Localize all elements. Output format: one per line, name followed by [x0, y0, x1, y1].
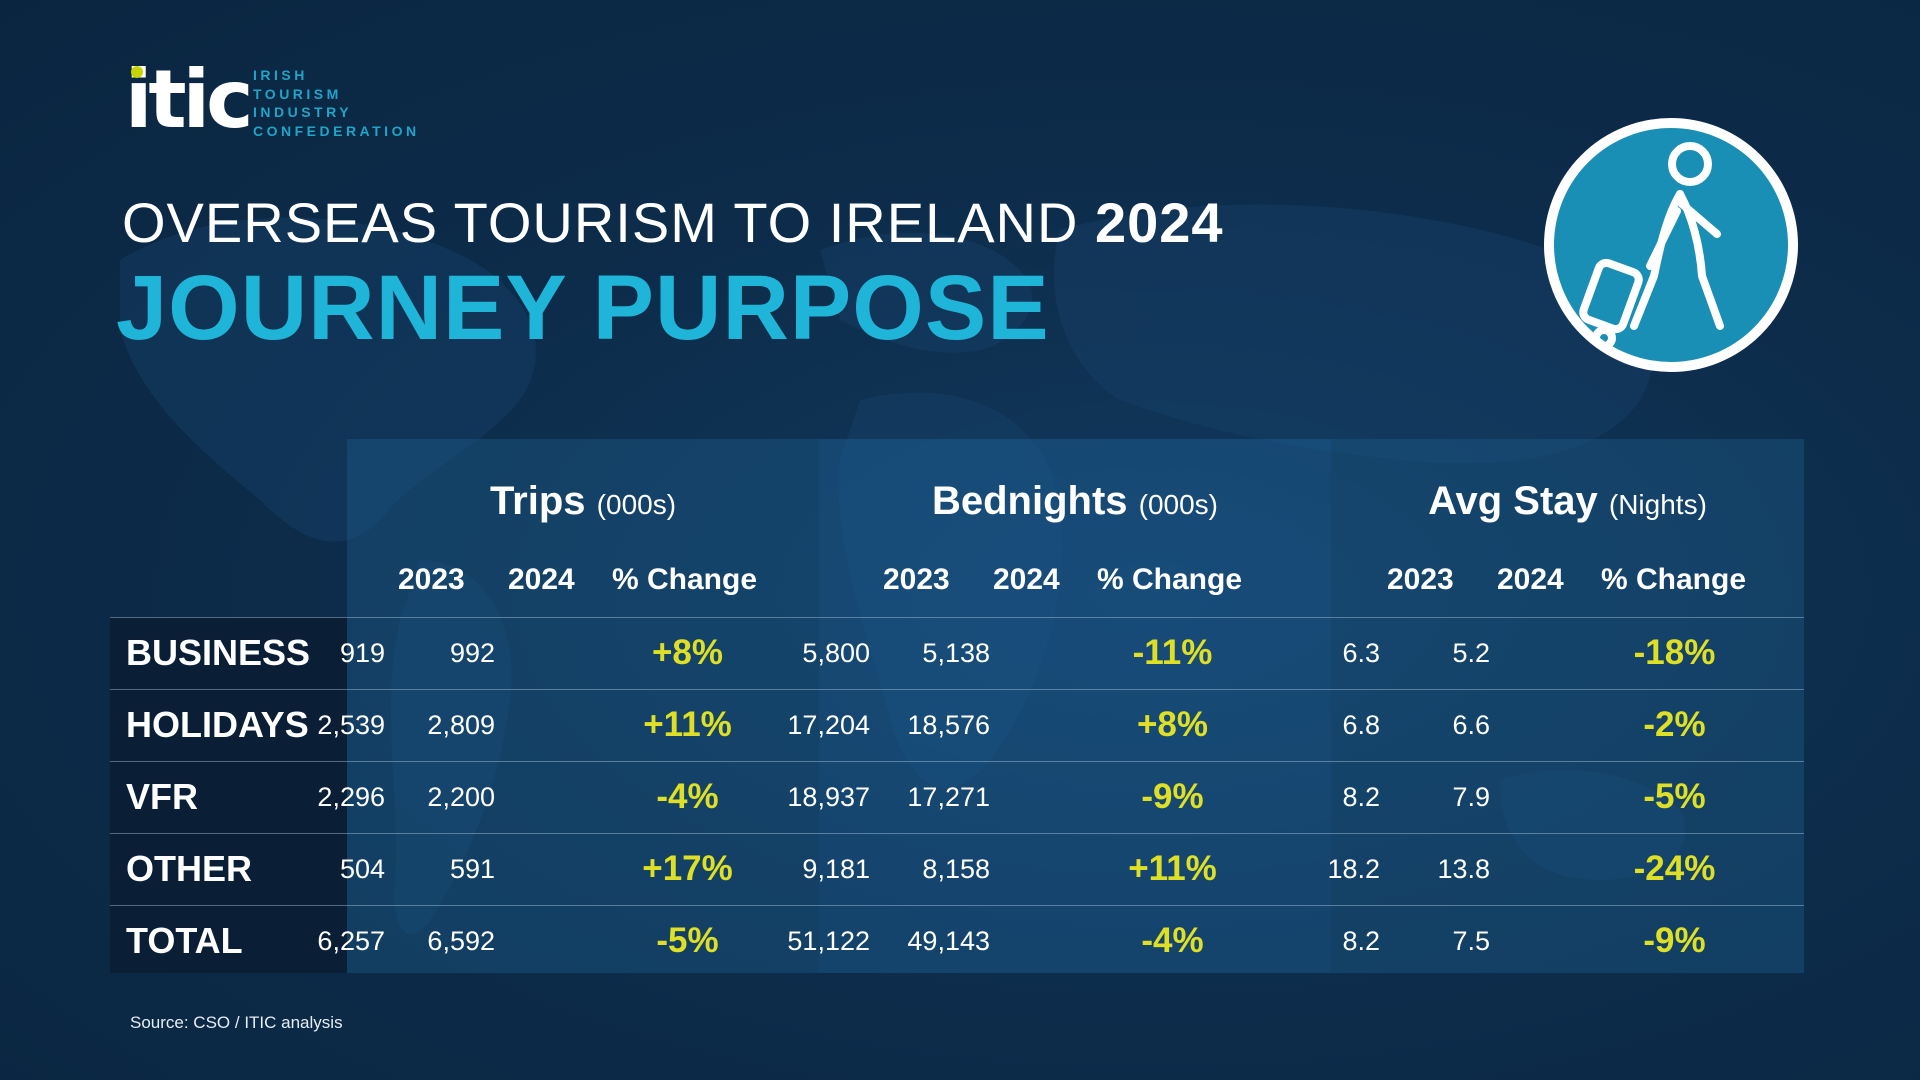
col-header-2023: 2023: [883, 563, 950, 596]
percent-change-cell: -4%: [1141, 921, 1204, 960]
value-cell: 8,158: [922, 854, 990, 884]
value-cell: 6,592: [427, 926, 495, 956]
row-label: VFR: [126, 776, 198, 817]
row-divider: [110, 761, 1804, 762]
row-divider: [110, 617, 1804, 618]
trips-panel: [347, 439, 819, 973]
percent-change-cell: +11%: [1128, 849, 1217, 888]
value-cell: 6.3: [1342, 638, 1380, 668]
percent-change-cell: -9%: [1141, 777, 1204, 816]
value-cell: 992: [449, 638, 495, 668]
logo-line: INDUSTRY: [253, 104, 353, 120]
group-unit: (000s): [1138, 489, 1219, 520]
percent-change-cell: -5%: [1643, 777, 1706, 816]
percent-change-cell: +8%: [1136, 705, 1209, 744]
col-header-change: % Change: [612, 563, 758, 596]
group-unit: (Nights): [1608, 489, 1707, 520]
trips-header: Trips (000s): [347, 474, 819, 528]
value-cell: 7.5: [1452, 926, 1490, 956]
row-divider: [110, 833, 1804, 834]
value-cell: 6.8: [1342, 710, 1380, 740]
percent-change-cell: -11%: [1132, 633, 1213, 672]
row-label: BUSINESS: [126, 632, 311, 673]
value-cell: 49,143: [907, 926, 990, 956]
percent-change-cell: -24%: [1633, 849, 1716, 888]
value-cell: 5,800: [802, 638, 870, 668]
col-header-2023: 2023: [398, 563, 465, 596]
percent-change-cell: +8%: [651, 633, 724, 672]
col-header-2024: 2024: [993, 563, 1060, 596]
group-name: Bednights: [931, 479, 1128, 523]
row-label-column: [110, 617, 347, 973]
value-cell: 2,296: [317, 782, 385, 812]
value-cell: 7.9: [1452, 782, 1490, 812]
group-unit: (000s): [596, 489, 677, 520]
value-cell: 2,200: [427, 782, 495, 812]
logo-line: IRISH: [253, 67, 308, 83]
logo-wordmark: itic: [125, 53, 254, 146]
col-header-change: % Change: [1097, 563, 1243, 596]
bednights-panel: [819, 439, 1331, 973]
group-name: Avg Stay: [1428, 479, 1598, 523]
avg-stay-header: Avg Stay (Nights): [1331, 474, 1804, 528]
bednights-header: Bednights (000s): [819, 474, 1331, 528]
value-cell: 17,204: [787, 710, 870, 740]
source-note: Source: CSO / ITIC analysis: [130, 1013, 343, 1032]
title-year: 2024: [1095, 191, 1224, 254]
value-cell: 8.2: [1342, 782, 1380, 812]
row-label: TOTAL: [126, 920, 243, 961]
value-cell: 5,138: [922, 638, 990, 668]
value-cell: 9,181: [802, 854, 870, 884]
percent-change-cell: -18%: [1633, 633, 1716, 672]
value-cell: 5.2: [1452, 638, 1490, 668]
percent-change-cell: -9%: [1643, 921, 1706, 960]
page-title: OVERSEAS TOURISM TO IRELAND 2024: [122, 190, 1224, 256]
col-header-2024: 2024: [1497, 563, 1564, 596]
value-cell: 6,257: [317, 926, 385, 956]
page-subtitle: JOURNEY PURPOSE: [116, 257, 1050, 359]
logo-line: TOURISM: [253, 85, 342, 102]
avg-stay-panel: [1331, 439, 1804, 973]
group-name: Trips: [489, 479, 586, 523]
value-cell: 591: [449, 854, 495, 884]
value-cell: 6.6: [1452, 710, 1490, 740]
row-label: HOLIDAYS: [126, 704, 309, 745]
percent-change-cell: -2%: [1643, 705, 1706, 744]
value-cell: 51,122: [787, 926, 870, 956]
value-cell: 2,539: [317, 710, 385, 740]
value-cell: 18,576: [907, 710, 990, 740]
logo-line: CONFEDERATION: [253, 122, 420, 139]
title-prefix: OVERSEAS TOURISM TO IRELAND: [122, 191, 1095, 254]
value-cell: 18,937: [787, 782, 870, 812]
row-divider: [110, 689, 1804, 690]
value-cell: 17,271: [907, 782, 990, 812]
itic-logo: itic IRISH TOURISM INDUSTRY CONFEDERATIO…: [125, 60, 445, 150]
logo-tagline: IRISH TOURISM INDUSTRY CONFEDERATION: [253, 66, 420, 140]
col-header-2023: 2023: [1387, 563, 1454, 596]
row-divider: [110, 905, 1804, 906]
value-cell: 18.2: [1327, 854, 1380, 884]
percent-change-cell: +11%: [643, 705, 732, 744]
logo-dot: [131, 66, 143, 78]
value-cell: 504: [339, 854, 385, 884]
value-cell: 13.8: [1437, 854, 1490, 884]
row-label: OTHER: [126, 848, 252, 889]
value-cell: 919: [339, 638, 385, 668]
percent-change-cell: -4%: [656, 777, 719, 816]
traveller-with-suitcase-icon: [1544, 118, 1798, 372]
value-cell: 8.2: [1342, 926, 1380, 956]
col-header-change: % Change: [1601, 563, 1747, 596]
col-header-2024: 2024: [508, 563, 575, 596]
value-cell: 2,809: [427, 710, 495, 740]
percent-change-cell: -5%: [656, 921, 719, 960]
percent-change-cell: +17%: [642, 849, 733, 888]
